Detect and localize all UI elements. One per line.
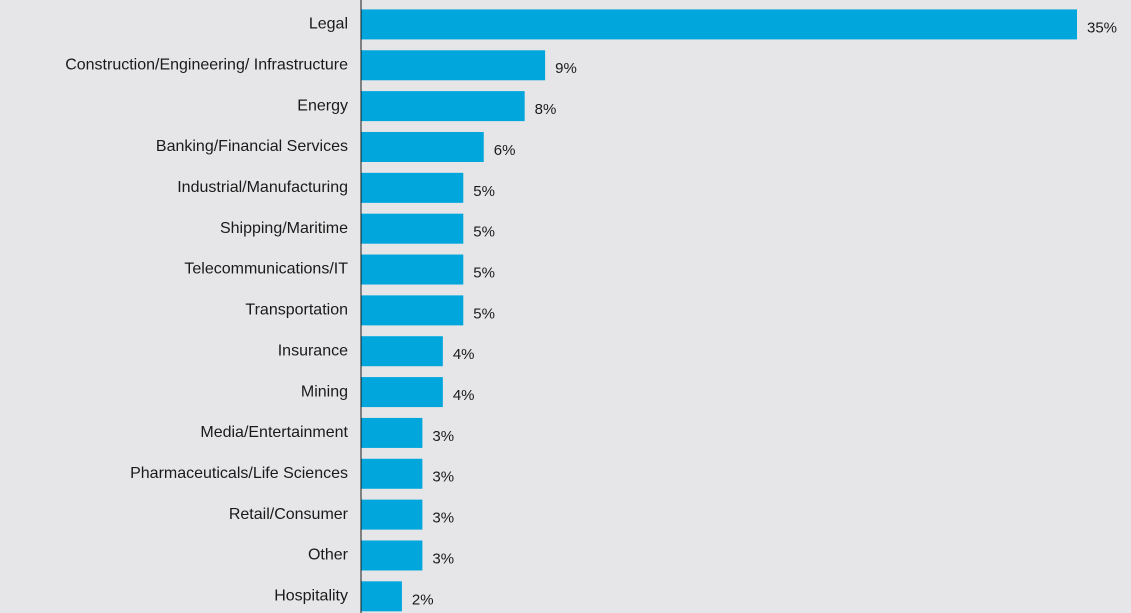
category-label: Transportation [245, 302, 348, 319]
bar [361, 91, 525, 122]
bar [361, 458, 423, 489]
category-label: Insurance [278, 342, 348, 359]
bar [361, 172, 464, 203]
value-label: 2% [412, 591, 434, 608]
category-label: Pharmaceuticals/Life Sciences [130, 465, 348, 482]
category-label: Shipping/Maritime [220, 220, 348, 237]
category-label: Banking/Financial Services [156, 138, 348, 155]
value-label: 9% [555, 60, 577, 77]
bar [361, 213, 464, 244]
bar [361, 581, 402, 612]
category-label: Legal [309, 16, 348, 33]
bar [361, 131, 484, 162]
bar [361, 254, 464, 285]
value-label: 35% [1087, 19, 1117, 36]
bar [361, 540, 423, 571]
category-label: Retail/Consumer [229, 506, 349, 523]
category-label: Industrial/Manufacturing [177, 179, 348, 196]
value-label-group: 35% 9% 8% 6% 5% 5% 5% 5% 4% 4% 3% 3% 3% 3% 2% [412, 19, 1117, 608]
category-label: Mining [301, 383, 348, 400]
bar [361, 336, 443, 367]
value-label: 5% [473, 305, 495, 322]
bar [361, 377, 443, 408]
bar [361, 9, 1077, 40]
bar [361, 417, 423, 448]
category-label: Telecommunications/IT [184, 261, 348, 278]
category-label: Media/Entertainment [200, 424, 348, 441]
value-label: 6% [494, 142, 516, 159]
value-label: 3% [432, 550, 454, 567]
category-label: Other [308, 547, 349, 564]
category-label-group: Legal Construction/Engineering/ Infrastru… [65, 16, 348, 605]
value-label: 5% [473, 264, 495, 281]
value-label: 8% [535, 101, 557, 118]
category-label: Construction/Engineering/ Infrastructure [65, 56, 348, 73]
value-label: 3% [432, 469, 454, 486]
bar-group [361, 9, 1077, 612]
value-label: 4% [453, 346, 475, 363]
value-label: 5% [473, 183, 495, 200]
value-label: 4% [453, 387, 475, 404]
bar [361, 499, 423, 530]
bar [361, 50, 546, 81]
bar [361, 295, 464, 326]
value-label: 3% [432, 428, 454, 445]
category-label: Energy [297, 97, 348, 114]
value-label: 5% [473, 224, 495, 241]
category-label: Hospitality [274, 588, 348, 605]
value-label: 3% [432, 510, 454, 527]
